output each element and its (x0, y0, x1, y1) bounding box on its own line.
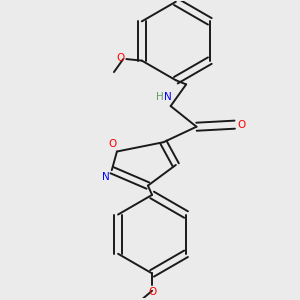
Text: O: O (116, 53, 125, 63)
Text: H: H (156, 92, 164, 102)
Text: O: O (237, 120, 245, 130)
Text: O: O (108, 139, 116, 149)
Text: N: N (164, 92, 172, 102)
Text: O: O (148, 287, 156, 297)
Text: N: N (102, 172, 110, 182)
